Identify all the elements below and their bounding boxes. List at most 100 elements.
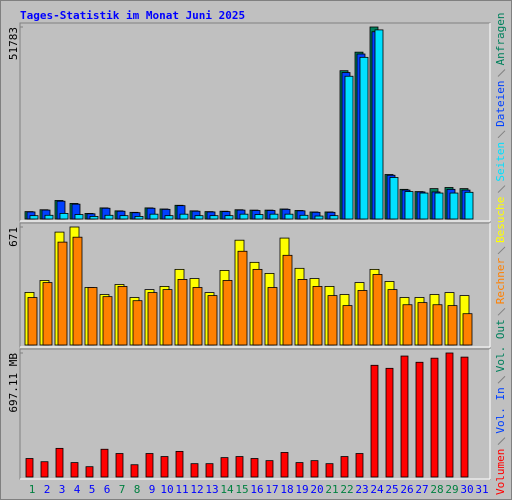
bar <box>134 216 144 220</box>
legend-entry: Dateien <box>494 80 507 126</box>
bar <box>160 456 169 478</box>
bar <box>250 458 259 478</box>
bar <box>329 215 339 220</box>
x-tick-label: 30 <box>460 483 473 496</box>
bar <box>147 292 158 346</box>
bar <box>205 463 214 478</box>
bar <box>252 268 263 346</box>
bar <box>385 367 394 478</box>
bar <box>220 457 229 478</box>
bar <box>104 214 114 220</box>
x-tick-label: 28 <box>430 483 443 496</box>
bar <box>57 241 68 346</box>
bar <box>237 250 248 346</box>
legend-entry: Volumen <box>494 449 507 495</box>
bar <box>462 313 473 346</box>
panel <box>19 348 491 480</box>
bar <box>190 463 199 478</box>
x-tick-label: 7 <box>119 483 126 496</box>
bar <box>464 191 474 220</box>
bar <box>282 254 293 346</box>
bar <box>355 453 364 478</box>
bar <box>29 215 39 220</box>
bar <box>207 295 218 346</box>
x-tick-label: 6 <box>104 483 111 496</box>
bar <box>280 452 289 478</box>
bar <box>284 213 294 220</box>
bar <box>42 282 53 346</box>
bar <box>314 215 324 220</box>
bar <box>194 215 204 220</box>
bar <box>162 289 173 346</box>
x-tick-label: 2 <box>44 483 51 496</box>
x-tick-label: 12 <box>190 483 203 496</box>
x-tick-label: 18 <box>280 483 293 496</box>
bar <box>325 463 334 478</box>
x-tick-label: 4 <box>74 483 81 496</box>
x-tick-label: 21 <box>325 483 338 496</box>
bar <box>359 56 369 220</box>
bar <box>44 214 54 220</box>
x-tick-label: 29 <box>445 483 458 496</box>
x-tick-label: 15 <box>235 483 248 496</box>
bar <box>25 458 34 478</box>
bar <box>130 464 139 478</box>
bar <box>269 213 279 220</box>
legend-separator <box>497 437 506 445</box>
bar <box>415 361 424 478</box>
bar <box>89 216 99 220</box>
bar <box>342 305 353 346</box>
legend-separator <box>497 69 506 77</box>
bar <box>119 215 129 220</box>
bar <box>265 460 274 478</box>
bar <box>372 274 383 346</box>
x-tick-label: 25 <box>385 483 398 496</box>
y-tick-label: 671 <box>7 227 20 247</box>
bar <box>115 453 124 478</box>
bar <box>430 357 439 478</box>
x-tick-label: 8 <box>134 483 141 496</box>
legend-separator <box>497 246 506 255</box>
x-tick-label: 1 <box>29 483 36 496</box>
bar <box>179 213 189 220</box>
x-tick-label: 5 <box>89 483 96 496</box>
panel <box>19 22 491 222</box>
bar <box>299 214 309 220</box>
bar <box>434 192 444 220</box>
bar <box>85 466 94 478</box>
bar <box>400 355 409 478</box>
bar <box>224 215 234 220</box>
x-tick-label: 31 <box>475 483 488 496</box>
bar <box>460 356 469 478</box>
bar <box>175 450 184 478</box>
bar <box>312 286 323 346</box>
legend-entry: Anfragen <box>494 12 507 65</box>
legend-separator <box>497 130 506 139</box>
bar <box>357 290 368 346</box>
bar <box>222 280 233 346</box>
x-tick-label: 3 <box>59 483 66 496</box>
bar <box>417 302 428 346</box>
bar <box>70 462 79 478</box>
bar <box>402 304 413 346</box>
bar <box>59 213 69 220</box>
bar <box>102 296 113 346</box>
bar <box>72 236 83 346</box>
bar <box>267 287 278 346</box>
x-tick-label: 10 <box>160 483 173 496</box>
x-tick-label: 24 <box>370 483 384 496</box>
bar <box>239 213 249 220</box>
legend-entry: Rechner <box>494 258 507 305</box>
bar <box>55 447 64 478</box>
bar <box>389 177 399 220</box>
y-tick-label: 697.11 MB <box>7 353 20 413</box>
bar <box>374 29 384 220</box>
bar <box>74 214 84 220</box>
bar <box>327 295 338 346</box>
x-tick-label: 14 <box>220 483 234 496</box>
bar <box>100 448 109 478</box>
x-tick-label: 19 <box>295 483 308 496</box>
legend-separator <box>497 307 506 316</box>
bar <box>254 214 264 220</box>
bar <box>404 191 414 220</box>
